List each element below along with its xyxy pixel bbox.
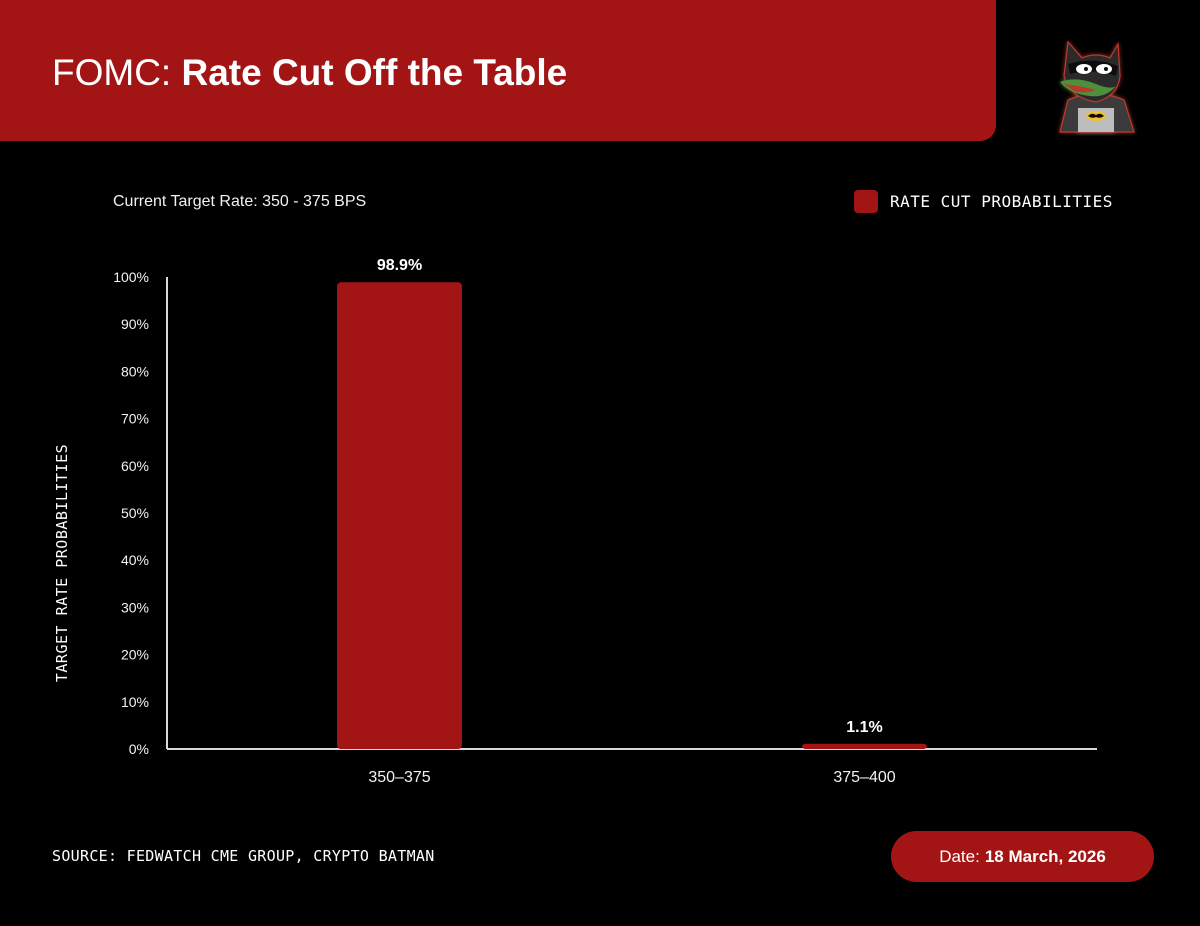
legend-label: RATE CUT PROBABILITIES xyxy=(890,192,1113,211)
chart-data-labels: 98.9% 1.1% xyxy=(377,257,883,736)
bar xyxy=(337,282,462,749)
y-tick-label: 50% xyxy=(121,505,149,521)
chart-axes xyxy=(166,277,1097,750)
date-value: 18 March, 2026 xyxy=(984,846,1106,866)
legend-swatch xyxy=(854,190,878,213)
chart-subtitle: Current Target Rate: 350 - 375 BPS xyxy=(113,193,367,210)
title-prefix: FOMC: xyxy=(52,52,172,93)
y-tick-label: 90% xyxy=(121,316,149,332)
y-tick-label: 70% xyxy=(121,411,149,427)
chart-legend: RATE CUT PROBABILITIES xyxy=(854,190,1113,213)
header-banner xyxy=(0,0,996,141)
batman-pepe-mascot-icon xyxy=(1059,40,1135,133)
y-tick-label: 100% xyxy=(113,269,149,285)
bar xyxy=(802,743,927,749)
x-tick-label: 375–400 xyxy=(833,769,895,786)
x-tick-label: 350–375 xyxy=(368,769,430,786)
y-tick-label: 40% xyxy=(121,552,149,568)
date-badge: Date: 18 March, 2026 xyxy=(891,831,1154,882)
page-title: FOMC: Rate Cut Off the Table xyxy=(52,48,567,98)
source-note: SOURCE: FEDWATCH CME GROUP, CRYPTO BATMA… xyxy=(52,847,435,865)
y-tick-label: 10% xyxy=(121,694,149,710)
date-label: Date: xyxy=(939,846,980,866)
bar-value-label: 1.1% xyxy=(846,719,882,736)
title-main: Rate Cut Off the Table xyxy=(181,52,568,93)
x-tick-labels: 350–375 375–400 xyxy=(368,769,895,786)
y-tick-label: 0% xyxy=(129,741,149,757)
y-tick-label: 30% xyxy=(121,599,149,615)
y-tick-label: 60% xyxy=(121,458,149,474)
bar-value-label: 98.9% xyxy=(377,257,422,274)
chart-bars xyxy=(337,282,927,749)
y-tick-label: 20% xyxy=(121,647,149,663)
y-axis-label: TARGET RATE PROBABILITIES xyxy=(53,444,71,682)
y-tick-label: 80% xyxy=(121,363,149,379)
y-tick-labels: 0% 10% 20% 30% 40% 50% 60% 70% 80% 90% 100% xyxy=(113,269,149,757)
